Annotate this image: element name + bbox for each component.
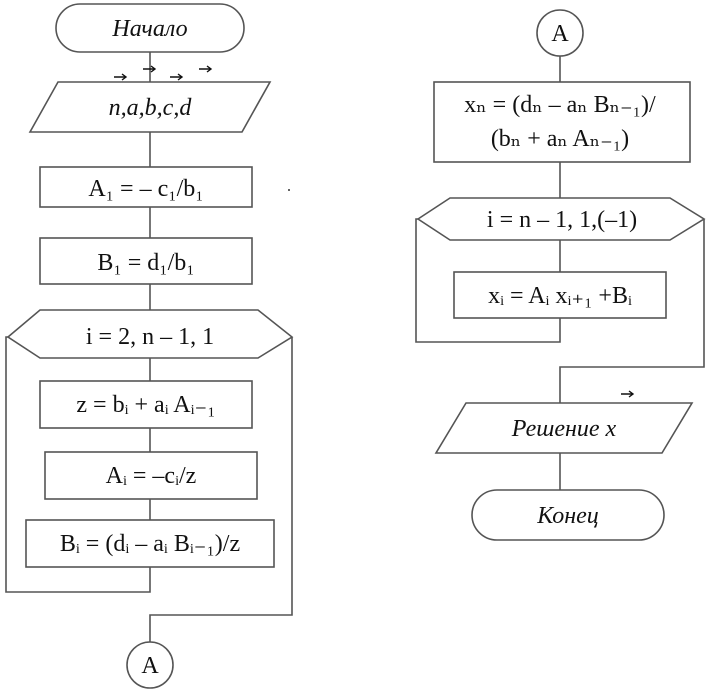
loop-exit-line — [559, 219, 705, 403]
start-label: Начало — [111, 16, 187, 42]
process-b1 — [39, 237, 253, 285]
right-column: A xₙ = (dₙ – aₙ Bₙ₋₁)/ (bₙ + aₙ Aₙ₋₁) i … — [415, 9, 706, 541]
process-xi-label: xᵢ = Aᵢ xᵢ₊₁ +Bᵢ — [488, 283, 632, 309]
process-z-label: z = bᵢ + aᵢ Aᵢ₋₁ — [76, 392, 215, 418]
process-bi-label: Bᵢ = (dᵢ – aᵢ Bᵢ₋₁)/z — [60, 531, 240, 557]
process-xn — [433, 81, 691, 163]
process-xn-label-line2: (bₙ + aₙ Aₙ₋₁) — [491, 126, 629, 152]
process-b1-label: B₁ = d₁/b₁ — [97, 250, 194, 276]
process-xn-label-line1: xₙ = (dₙ – aₙ Bₙ₋₁)/ — [464, 92, 656, 118]
end-label: Конец — [536, 503, 599, 529]
connector-a-top — [536, 9, 584, 57]
end-terminator — [471, 489, 665, 541]
connector-a-bottom — [126, 641, 174, 689]
loop-hexagon — [416, 197, 706, 241]
vector-arrows — [114, 65, 213, 81]
process-z — [39, 380, 253, 429]
process-xi — [453, 271, 667, 319]
process-ai — [44, 451, 258, 500]
process-bi — [25, 519, 275, 568]
vector-arrow-icon — [621, 390, 635, 398]
input-parallelogram — [28, 81, 272, 133]
connector-a-top-label: A — [551, 21, 569, 47]
left-column: Начало n,a,b,c,d A₁ = – c₁/b₁ B₁ = d₁/b₁… — [5, 3, 294, 689]
process-a1-label: A₁ = – c₁/b₁ — [88, 176, 203, 202]
connector-a-bottom-label: A — [141, 653, 159, 679]
output-parallelogram — [434, 402, 694, 454]
loop-exit-line — [149, 337, 293, 642]
loop-back-line — [5, 336, 151, 593]
start-terminator — [55, 3, 245, 53]
stray-dot — [288, 189, 290, 191]
loop-label: i = n – 1, 1,(–1) — [487, 207, 637, 233]
loop-label: i = 2, n – 1, 1 — [86, 324, 214, 350]
input-label: n,a,b,c,d — [109, 95, 193, 121]
output-label: Решение x — [511, 416, 617, 442]
process-ai-label: Aᵢ = –cᵢ/z — [106, 463, 197, 489]
loop-hexagon — [6, 309, 294, 359]
process-a1 — [39, 166, 253, 208]
